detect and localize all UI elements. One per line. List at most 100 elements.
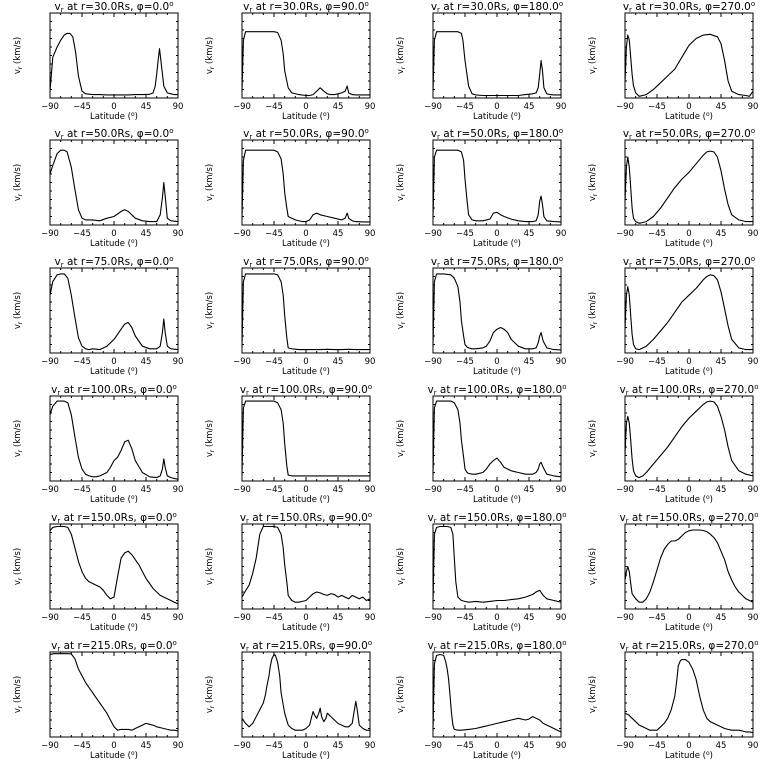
x-tick-label: −45 [648,229,666,239]
chart-panel: vr at r=150.0Rs, φ=0.0o −90 −45 0 45 90 Latitu… [13,511,183,633]
x-tick-label: 45 [333,485,344,495]
chart-title: vr at r=150.0Rs, φ=0.0o [51,511,177,525]
x-tick-label: 90 [556,485,567,495]
x-tick-label: 90 [365,357,376,367]
x-tick-label: −45 [265,485,283,495]
x-axis-label: Latitude (o) [665,366,713,377]
x-axis-label: Latitude (o) [473,622,521,633]
chart-panel: vr at r=100.0Rs, φ=90.0o −90 −45 0 45 90 Latit… [205,383,375,505]
x-tick-label: 45 [141,102,152,112]
x-tick-label: −45 [73,102,91,112]
x-axis-label: Latitude (o) [282,494,330,505]
chart-panel: vr at r=30.0Rs, φ=270.0o −90 −45 0 45 90 Latit… [588,0,758,122]
x-axis-label: Latitude (o) [473,238,521,249]
x-tick-label: −90 [616,741,634,751]
x-tick-label: −90 [233,485,251,495]
y-axis-label: vr (km/s) [205,676,216,713]
plot-frame [241,139,371,226]
y-axis-label: vr (km/s) [396,676,407,713]
chart-panel: vr at r=75.0Rs, φ=0.0o −90 −45 0 45 90 Latitud… [13,255,183,377]
x-tick-label: 0 [303,229,308,239]
x-tick-label: 45 [524,741,535,751]
x-axis-label: Latitude (o) [665,494,713,505]
chart-title: vr at r=100.0Rs, φ=90.0o [240,383,372,397]
x-tick-label: 45 [141,741,152,751]
x-tick-label: −45 [456,229,474,239]
y-axis-label: vr (km/s) [588,420,599,457]
chart-title: vr at r=50.0Rs, φ=270.0o [623,127,755,141]
plot-frame [432,523,562,610]
x-tick-label: 0 [494,485,499,495]
x-tick-label: −90 [616,102,634,112]
y-axis-label: vr (km/s) [588,37,599,74]
y-axis-label: vr (km/s) [205,164,216,201]
series-line [624,274,753,351]
x-tick-label: 90 [748,485,759,495]
series-line [49,273,179,351]
x-tick-label: 45 [524,613,535,623]
plot-frame [624,651,754,738]
chart-panel: vr at r=215.0Rs, φ=0.0o −90 −45 0 45 90 Latitu… [13,639,183,761]
x-axis-label: Latitude (o) [665,622,713,633]
plot-frame [624,395,754,482]
chart-title: vr at r=50.0Rs, φ=90.0o [243,127,369,141]
x-axis-label: Latitude (o) [90,111,138,122]
x-tick-label: 45 [333,102,344,112]
y-axis-label: vr (km/s) [205,292,216,329]
x-tick-label: 45 [524,102,535,112]
chart-title: vr at r=75.0Rs, φ=270.0o [623,255,755,269]
chart-panel: vr at r=150.0Rs, φ=270.0o −90 −45 0 45 90 Lati… [588,511,759,633]
x-tick-label: 90 [748,357,759,367]
x-tick-label: 90 [365,613,376,623]
x-axis-label: Latitude (o) [90,750,138,761]
chart-panel: vr at r=100.0Rs, φ=0.0o −90 −45 0 45 90 Latitu… [13,383,183,505]
x-tick-label: 0 [111,741,116,751]
x-tick-label: −45 [265,229,283,239]
x-axis-label: Latitude (o) [282,111,330,122]
plot-frame [49,267,179,354]
x-axis-label: Latitude (o) [90,494,138,505]
chart-panel: vr at r=50.0Rs, φ=270.0o −90 −45 0 45 90 Latit… [588,127,758,249]
chart-title: vr at r=50.0Rs, φ=180.0o [431,127,563,141]
x-tick-label: −90 [424,229,442,239]
series-line [241,31,370,97]
chart-panel: vr at r=75.0Rs, φ=270.0o −90 −45 0 45 90 Latit… [588,255,758,377]
chart-title: vr at r=150.0Rs, φ=90.0o [240,511,372,525]
plot-frame [624,523,754,610]
x-tick-label: −90 [233,357,251,367]
chart-title: vr at r=215.0Rs, φ=0.0o [51,639,177,653]
x-tick-label: −45 [456,613,474,623]
x-tick-label: 45 [333,357,344,367]
series-line [49,653,179,732]
x-tick-label: 0 [303,102,308,112]
x-tick-label: 0 [494,357,499,367]
y-axis-label: vr (km/s) [396,420,407,457]
series-line [624,150,753,224]
plot-frame [49,651,179,738]
x-tick-label: 90 [556,102,567,112]
x-tick-label: 0 [494,613,499,623]
x-tick-label: −45 [73,485,91,495]
series-line [624,529,754,603]
plot-frame [432,395,562,482]
x-tick-label: 45 [524,485,535,495]
x-tick-label: 90 [365,229,376,239]
series-line [49,149,179,223]
x-tick-label: 0 [111,229,116,239]
y-axis-label: vr (km/s) [588,548,599,585]
x-tick-label: 0 [303,357,308,367]
x-tick-label: 0 [111,613,116,623]
chart-panel: vr at r=30.0Rs, φ=0.0o −90 −45 0 45 90 Latitud… [13,0,183,122]
chart-panel: vr at r=100.0Rs, φ=270.0o −90 −45 0 45 90 Lati… [588,383,759,505]
x-tick-label: −45 [456,485,474,495]
y-axis-label: vr (km/s) [13,676,24,713]
x-tick-label: −90 [424,741,442,751]
x-tick-label: −90 [233,741,251,751]
x-axis-label: Latitude (o) [282,238,330,249]
y-axis-label: vr (km/s) [588,292,599,329]
series-line [432,273,562,351]
x-axis-label: Latitude (o) [665,111,713,122]
chart-panel: vr at r=215.0Rs, φ=270.0o −90 −45 0 45 90 Lati… [588,639,759,761]
series-line [49,525,179,605]
chart-title: vr at r=150.0Rs, φ=270.0o [619,511,758,525]
